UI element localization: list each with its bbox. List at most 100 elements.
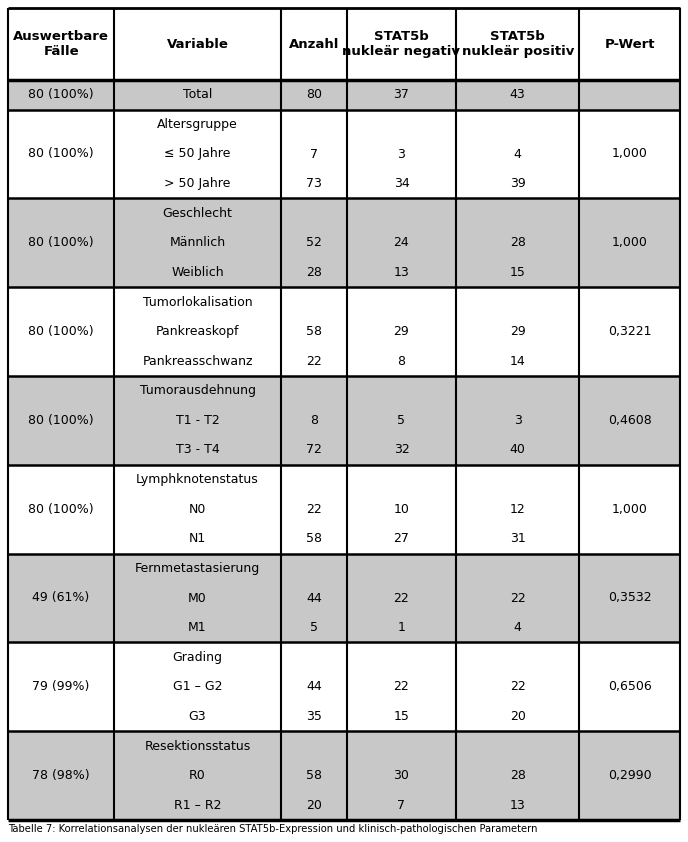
Text: 58: 58 <box>305 325 322 338</box>
Text: 31: 31 <box>510 532 526 546</box>
Text: Altersgruppe: Altersgruppe <box>157 118 238 131</box>
Bar <box>8 287 680 376</box>
Text: T3 - T4: T3 - T4 <box>175 444 219 456</box>
Text: G3: G3 <box>189 710 206 723</box>
Text: 80 (100%): 80 (100%) <box>28 88 94 101</box>
Text: 28: 28 <box>510 237 526 249</box>
Bar <box>8 8 680 80</box>
Text: 39: 39 <box>510 177 526 190</box>
Text: 7: 7 <box>310 147 318 161</box>
Text: 0,2990: 0,2990 <box>608 769 652 782</box>
Text: 5: 5 <box>398 414 405 427</box>
Text: 0,3221: 0,3221 <box>608 325 652 338</box>
Text: 1,000: 1,000 <box>612 503 647 515</box>
Text: P-Wert: P-Wert <box>604 38 655 51</box>
Text: R0: R0 <box>189 769 206 782</box>
Text: 5: 5 <box>310 621 318 634</box>
Text: 72: 72 <box>306 444 322 456</box>
Text: 0,6506: 0,6506 <box>608 680 652 693</box>
Text: 22: 22 <box>510 680 526 693</box>
Text: Geschlecht: Geschlecht <box>162 206 233 220</box>
Text: Variable: Variable <box>166 38 228 51</box>
Text: Auswertbare
Fälle: Auswertbare Fälle <box>13 30 109 58</box>
Text: 22: 22 <box>394 680 409 693</box>
Text: Fernmetastasierung: Fernmetastasierung <box>135 562 260 575</box>
Text: N1: N1 <box>189 532 206 546</box>
Text: STAT5b
nukleär negativ: STAT5b nukleär negativ <box>343 30 460 58</box>
Text: 80 (100%): 80 (100%) <box>28 147 94 161</box>
Text: STAT5b
nukleär positiv: STAT5b nukleär positiv <box>462 30 574 58</box>
Text: 44: 44 <box>306 591 321 605</box>
Text: Pankreaskopf: Pankreaskopf <box>155 325 239 338</box>
Text: 80 (100%): 80 (100%) <box>28 414 94 427</box>
Text: Weiblich: Weiblich <box>171 266 224 279</box>
Bar <box>8 465 680 553</box>
Text: 79 (99%): 79 (99%) <box>32 680 89 693</box>
Text: Anzahl: Anzahl <box>288 38 339 51</box>
Text: 22: 22 <box>394 591 409 605</box>
Bar <box>8 109 680 199</box>
Text: 28: 28 <box>306 266 322 279</box>
Text: 20: 20 <box>510 710 526 723</box>
Text: 7: 7 <box>398 799 405 812</box>
Text: 27: 27 <box>394 532 409 546</box>
Text: 0,4608: 0,4608 <box>608 414 652 427</box>
Text: R1 – R2: R1 – R2 <box>174 799 222 812</box>
Text: 37: 37 <box>394 88 409 101</box>
Text: M0: M0 <box>188 591 207 605</box>
Text: 78 (98%): 78 (98%) <box>32 769 90 782</box>
Text: 12: 12 <box>510 503 526 515</box>
Text: 8: 8 <box>310 414 318 427</box>
Text: Total: Total <box>183 88 212 101</box>
Text: Pankreasschwanz: Pankreasschwanz <box>142 354 252 368</box>
Text: G1 – G2: G1 – G2 <box>173 680 222 693</box>
Text: Tabelle 7: Korrelationsanalysen der nukleären STAT5b-Expression und klinisch-pat: Tabelle 7: Korrelationsanalysen der nukl… <box>8 824 537 834</box>
Text: 4: 4 <box>514 621 522 634</box>
Text: 13: 13 <box>510 799 526 812</box>
Text: ≤ 50 Jahre: ≤ 50 Jahre <box>164 147 230 161</box>
Text: 22: 22 <box>306 354 321 368</box>
Text: 44: 44 <box>306 680 321 693</box>
Text: 40: 40 <box>510 444 526 456</box>
Text: 35: 35 <box>306 710 322 723</box>
Text: 49 (61%): 49 (61%) <box>32 591 89 605</box>
Text: 58: 58 <box>305 532 322 546</box>
Text: 80: 80 <box>305 88 322 101</box>
Text: 73: 73 <box>306 177 322 190</box>
Bar <box>8 80 680 109</box>
Text: 14: 14 <box>510 354 526 368</box>
Text: Tumorlokalisation: Tumorlokalisation <box>142 296 252 308</box>
Bar <box>8 199 680 287</box>
Text: 29: 29 <box>394 325 409 338</box>
Text: 29: 29 <box>510 325 526 338</box>
Text: 34: 34 <box>394 177 409 190</box>
Bar <box>8 642 680 731</box>
Text: 30: 30 <box>394 769 409 782</box>
Text: 0,3532: 0,3532 <box>608 591 652 605</box>
Text: T1 - T2: T1 - T2 <box>175 414 219 427</box>
Text: 52: 52 <box>306 237 322 249</box>
Text: 1,000: 1,000 <box>612 237 647 249</box>
Text: 80 (100%): 80 (100%) <box>28 325 94 338</box>
Text: 1,000: 1,000 <box>612 147 647 161</box>
Text: 43: 43 <box>510 88 526 101</box>
Text: 22: 22 <box>510 591 526 605</box>
Text: 80 (100%): 80 (100%) <box>28 237 94 249</box>
Text: 22: 22 <box>306 503 321 515</box>
Text: 28: 28 <box>510 769 526 782</box>
Text: Lymphknotenstatus: Lymphknotenstatus <box>136 473 259 486</box>
Text: 58: 58 <box>305 769 322 782</box>
Text: 80 (100%): 80 (100%) <box>28 503 94 515</box>
Text: 3: 3 <box>398 147 405 161</box>
Text: 15: 15 <box>510 266 526 279</box>
Text: M1: M1 <box>189 621 207 634</box>
Text: 13: 13 <box>394 266 409 279</box>
Text: 24: 24 <box>394 237 409 249</box>
Bar <box>8 376 680 465</box>
Text: Männlich: Männlich <box>169 237 226 249</box>
Text: > 50 Jahre: > 50 Jahre <box>164 177 230 190</box>
Text: 10: 10 <box>394 503 409 515</box>
Text: Grading: Grading <box>173 651 222 663</box>
Text: Tumorausdehnung: Tumorausdehnung <box>140 384 255 397</box>
Text: 4: 4 <box>514 147 522 161</box>
